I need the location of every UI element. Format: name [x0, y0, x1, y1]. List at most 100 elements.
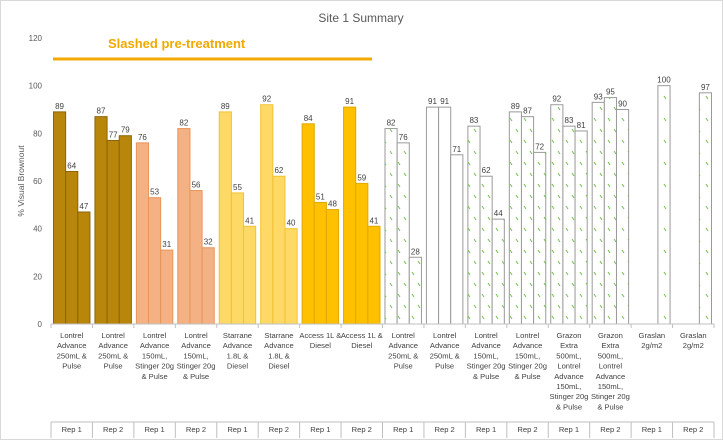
- bar: [218, 111, 232, 325]
- rep-label: Rep 2: [352, 425, 372, 434]
- bar: [177, 128, 191, 325]
- category-label-line: Advance: [430, 341, 460, 350]
- rep-label: Rep 2: [600, 425, 620, 434]
- category-label-line: Lontrel: [392, 331, 416, 340]
- bar-value-label: 40: [287, 219, 296, 228]
- category-label-line: Pulse: [104, 362, 123, 371]
- category-label-line: Pulse: [394, 362, 413, 371]
- bar-value-label: 89: [511, 102, 520, 111]
- category-label-line: Diesel: [227, 362, 248, 371]
- bar-value-label: 41: [245, 216, 254, 225]
- y-tick-label: 120: [29, 34, 43, 43]
- bar-value-label: 82: [179, 119, 188, 128]
- bar-value-label: 62: [482, 166, 491, 175]
- category-label-line: Grazon: [598, 331, 623, 340]
- bar-hatch: [562, 126, 576, 324]
- category-label-line: Lontrel: [184, 331, 208, 340]
- bar-hatch: [409, 257, 422, 324]
- rep-label: Rep 1: [393, 425, 413, 434]
- bar: [272, 175, 286, 325]
- category-label-line: 250mL &: [57, 351, 87, 360]
- category-label-line: 1.8L &: [227, 351, 249, 360]
- y-tick-label: 60: [33, 177, 42, 186]
- bar: [53, 111, 67, 325]
- category-label-line: Advance: [596, 372, 626, 381]
- y-axis: 0 20 40 60 80 100 120: [29, 34, 43, 329]
- bar-value-label: 91: [440, 97, 449, 106]
- category-label-line: Extra: [602, 341, 621, 350]
- bar-hatch: [533, 152, 546, 324]
- category-label-line: Diesel: [351, 341, 372, 350]
- category-label-line: & Pulse: [514, 372, 540, 381]
- bar: [355, 182, 369, 325]
- rep-label: Rep 2: [269, 425, 289, 434]
- bar-value-label: 91: [345, 97, 354, 106]
- bar-hatch: [385, 128, 398, 324]
- category-label-line: Access 1L &: [299, 331, 341, 340]
- y-tick-label: 20: [33, 272, 42, 281]
- bar: [201, 247, 215, 325]
- bar-value-label: 97: [701, 83, 710, 92]
- bar-value-label: 93: [594, 92, 603, 101]
- bar-value-label: 84: [304, 114, 313, 123]
- y-axis-label: % Visual Brownout: [16, 145, 26, 217]
- bar-hatch: [492, 219, 505, 324]
- bar-hatch: [604, 97, 617, 324]
- bar-value-label: 32: [204, 238, 213, 247]
- bar-value-label: 82: [387, 119, 396, 128]
- rep-label: Rep 1: [144, 425, 164, 434]
- bar: [135, 142, 150, 325]
- bar-value-label: 87: [523, 107, 532, 116]
- bar-value-label: 64: [67, 161, 76, 170]
- category-label-line: Stinger 20g: [135, 362, 174, 371]
- bar-value-label: 53: [150, 188, 159, 197]
- category-label-line: Stinger 20g: [591, 392, 630, 401]
- category-label-line: 250mL &: [430, 351, 460, 360]
- bar-value-label: 76: [399, 133, 408, 142]
- bar-value-label: 48: [328, 200, 337, 209]
- bar-value-label: 62: [274, 166, 283, 175]
- category-label-line: Grazon: [557, 331, 582, 340]
- category-label-line: 250mL &: [98, 351, 128, 360]
- bar-value-label: 92: [262, 95, 271, 104]
- bar: [77, 211, 91, 325]
- bar: [425, 106, 440, 325]
- category-label-line: Lontrel: [60, 331, 84, 340]
- bar-value-label: 72: [535, 142, 544, 151]
- bar: [343, 106, 357, 325]
- bar: [313, 201, 327, 325]
- category-label-line: 2g/m2: [683, 341, 704, 350]
- category-label-line: 250mL &: [388, 351, 418, 360]
- bar-value-label: 77: [109, 130, 118, 139]
- category-label-line: Pulse: [62, 362, 81, 371]
- category-label-line: Pulse: [435, 362, 454, 371]
- bar-hatch: [657, 85, 671, 325]
- category-label-line: Graslan: [639, 331, 666, 340]
- rep-label: Rep 2: [103, 425, 123, 434]
- rep-label: Rep 2: [186, 425, 206, 434]
- bar-value-label: 90: [618, 100, 627, 109]
- bar: [118, 135, 132, 325]
- y-tick-label: 0: [38, 320, 43, 329]
- category-label-line: Lontrel: [599, 362, 623, 371]
- bar-value-label: 76: [138, 133, 147, 142]
- bar: [65, 170, 79, 325]
- bar: [230, 192, 245, 325]
- bar: [325, 209, 340, 325]
- category-label-line: Diesel: [268, 362, 289, 371]
- rep-label: Rep 2: [683, 425, 703, 434]
- bar-value-label: 81: [577, 121, 586, 130]
- category-label-line: Starrane: [264, 331, 293, 340]
- bar-value-label: 47: [79, 202, 88, 211]
- rep-label: Rep 1: [476, 425, 496, 434]
- category-label-line: Diesel: [310, 341, 331, 350]
- bar: [160, 249, 174, 325]
- category-label-line: Extra: [560, 341, 579, 350]
- category-label-line: Lontrel: [143, 331, 167, 340]
- category-label-line: Lontrel: [433, 331, 457, 340]
- bar: [450, 154, 464, 325]
- y-tick-label: 40: [33, 225, 42, 234]
